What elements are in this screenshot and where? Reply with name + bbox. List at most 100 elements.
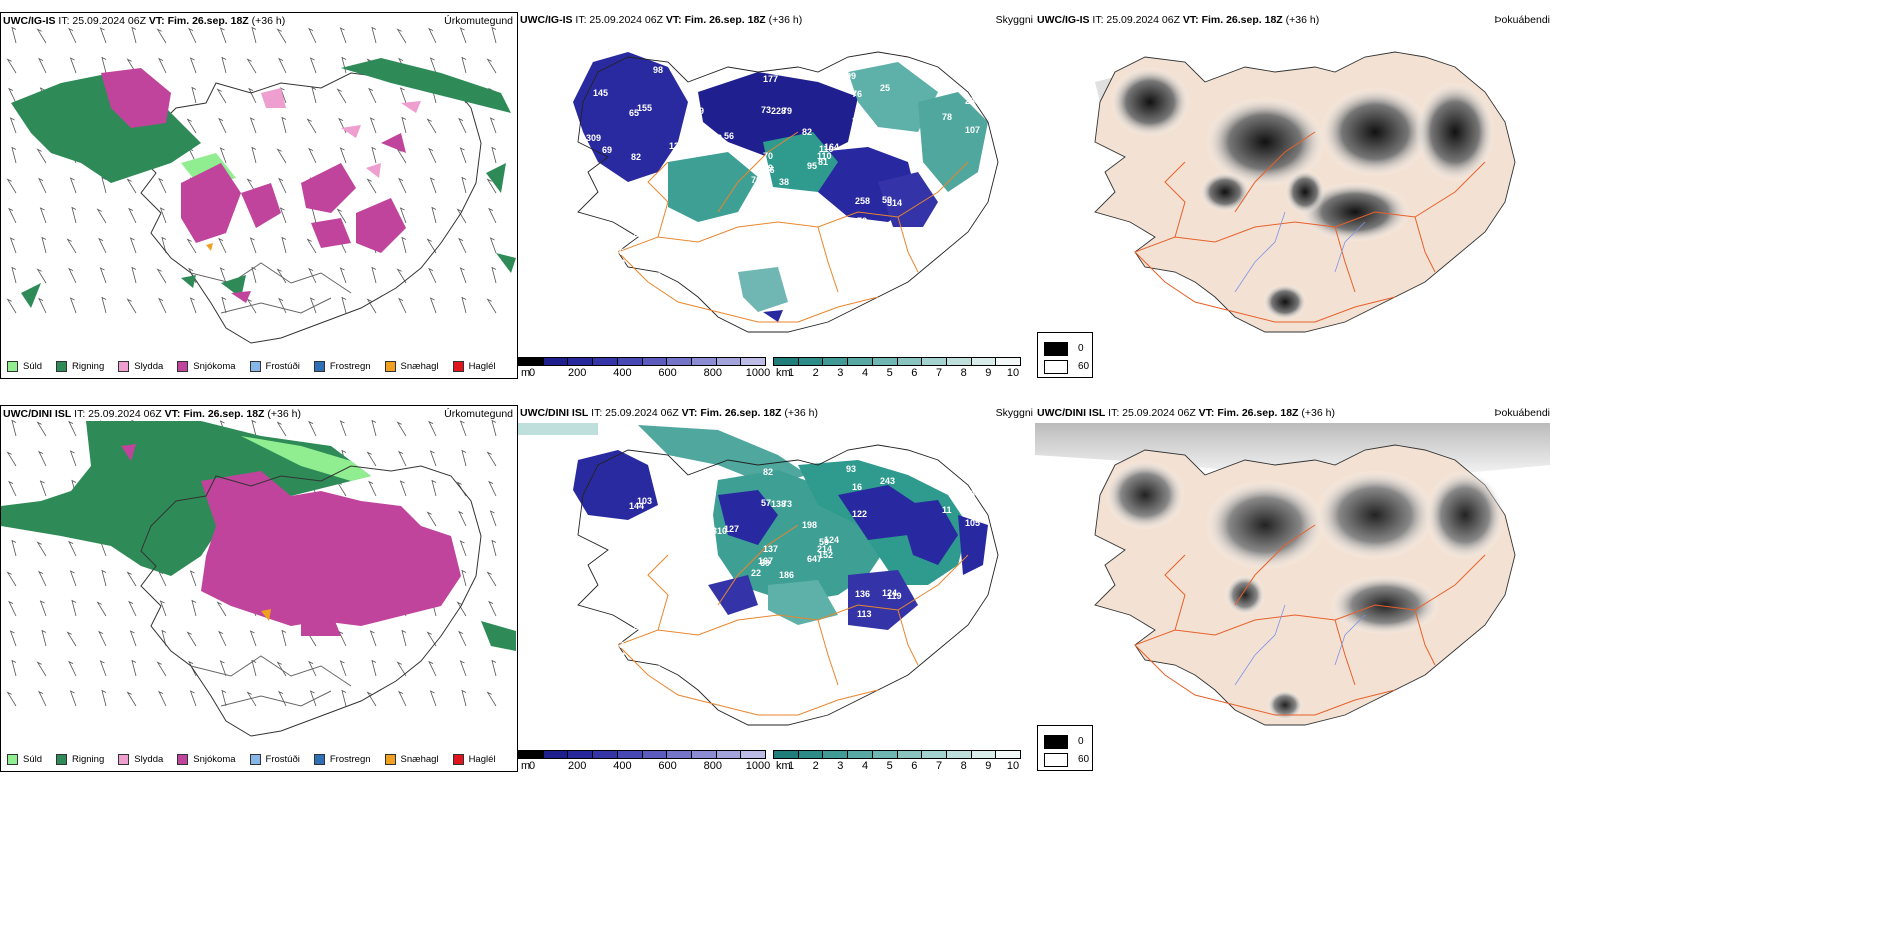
- visibility-value-label: 11: [942, 505, 952, 515]
- wind-barb: [101, 689, 107, 707]
- wind-barb: [36, 661, 47, 677]
- visibility-value-label: 164: [824, 142, 839, 152]
- wind-barb: [309, 57, 317, 74]
- legend-item: Frostúði: [249, 754, 300, 765]
- colorbar-segment: [872, 751, 898, 758]
- colorbar-tick-label: 0: [528, 760, 536, 772]
- colorbar-tick-label: 6: [911, 760, 918, 772]
- wind-barb: [36, 268, 47, 284]
- visibility-value-label: 155: [637, 103, 652, 113]
- wind-barb: [248, 87, 257, 104]
- visibility-value-label: 136: [855, 589, 870, 599]
- visibility-value-label: 119: [887, 591, 902, 601]
- colorbar-segment: [716, 358, 742, 365]
- visibility-value-label: 243: [880, 476, 895, 486]
- visibility-value-label: 56: [724, 131, 734, 141]
- visibility-value-label: 82: [802, 127, 812, 137]
- visibility-value-label: 144: [629, 501, 644, 511]
- visibility-value-label: 63: [614, 640, 624, 650]
- visibility-value-label: 63: [651, 271, 661, 281]
- colorbar-segment: [872, 358, 898, 365]
- wind-barb: [396, 28, 407, 44]
- wind-barb: [191, 599, 197, 617]
- wind-barb: [69, 690, 77, 707]
- visibility-value-label: 124: [882, 588, 897, 598]
- wind-barb: [188, 660, 197, 677]
- visibility-value-label: 105: [965, 518, 980, 528]
- wind-barb: [69, 570, 77, 587]
- wind-barb: [158, 690, 167, 707]
- iceland-outline: [140, 72, 482, 344]
- wind-barb: [429, 690, 437, 707]
- visibility-value-label: 124: [824, 535, 839, 545]
- wind-barb: [218, 630, 227, 647]
- map-title: UWC/DINI ISL IT: 25.09.2024 06Z VT: Fim.…: [520, 407, 818, 419]
- wind-barb: [96, 601, 107, 617]
- legend-item: Snæhagl: [384, 361, 439, 372]
- wind-barb: [41, 236, 47, 254]
- wind-barb: [459, 540, 467, 557]
- wind-barb: [399, 207, 407, 224]
- wind-barb: [186, 631, 197, 647]
- wind-barb: [368, 87, 377, 104]
- colorbar-segment: [568, 358, 594, 365]
- visibility-value-label: 167: [758, 556, 773, 566]
- fog-legend-2: 0 60: [1037, 725, 1093, 771]
- wind-barb: [38, 690, 47, 707]
- legend-label: Haglél: [468, 361, 496, 372]
- colorbar-tick-label: 800: [703, 760, 722, 772]
- colorbar-tick-label: 3: [837, 760, 844, 772]
- wind-barb: [219, 27, 227, 44]
- visibility-value-label: 85: [766, 246, 776, 256]
- visibility-value-label: 57: [761, 498, 771, 508]
- wind-barb: [38, 177, 47, 194]
- colorbar-unit: km: [776, 367, 791, 379]
- legend-item: Slydda: [118, 361, 163, 372]
- visibility-value-label: 16: [852, 482, 862, 492]
- wind-barb: [9, 117, 17, 134]
- legend-label: Slydda: [134, 361, 164, 372]
- wind-barb: [489, 510, 497, 527]
- colorbar-segment: [946, 358, 972, 365]
- colorbar-segment: [922, 358, 947, 365]
- colorbar-tick-label: 1000: [745, 760, 771, 772]
- wind-barb: [129, 630, 137, 647]
- wind-barb: [426, 631, 437, 647]
- colorbar-segment: [568, 751, 594, 758]
- wind-barb: [488, 600, 497, 617]
- wind-barb: [68, 660, 77, 677]
- visibility-value-label: 98: [653, 65, 663, 75]
- colorbar-segment: [617, 751, 643, 758]
- wind-barb: [36, 148, 47, 164]
- colorbar-segment: [922, 751, 947, 758]
- wind-barb: [9, 237, 17, 254]
- wind-barb: [431, 479, 437, 497]
- wind-barb: [371, 146, 377, 164]
- colorbar-segment: [741, 751, 766, 758]
- snow-area: [101, 68, 406, 303]
- colorbar-tick-label: 10: [1006, 760, 1020, 772]
- wind-barb: [128, 600, 137, 617]
- legend-swatch: [452, 754, 464, 765]
- wind-barb: [371, 419, 377, 437]
- wind-barb: [126, 571, 137, 587]
- wind-barb: [36, 421, 47, 437]
- wind-barb: [459, 660, 467, 677]
- wind-barb: [426, 511, 437, 527]
- wind-barb: [429, 450, 437, 467]
- wind-barb: [339, 147, 347, 164]
- wind-barb: [339, 27, 347, 44]
- visibility-value-label: 258: [855, 196, 870, 206]
- wind-barb: [461, 569, 467, 587]
- wind-barb: [396, 421, 407, 437]
- wind-barb: [218, 237, 227, 254]
- visibility-value-label: 103: [637, 496, 652, 506]
- visibility-value-label: 40: [759, 238, 769, 248]
- colorbar-tick-label: 600: [658, 760, 677, 772]
- wind-barb: [279, 207, 287, 224]
- wind-barb: [311, 86, 317, 104]
- visibility-value-label: 439: [689, 106, 704, 116]
- colorbar-unit: m: [521, 367, 531, 379]
- wind-barb: [426, 118, 437, 134]
- map-variable-label: Úrkomutegund: [444, 408, 513, 420]
